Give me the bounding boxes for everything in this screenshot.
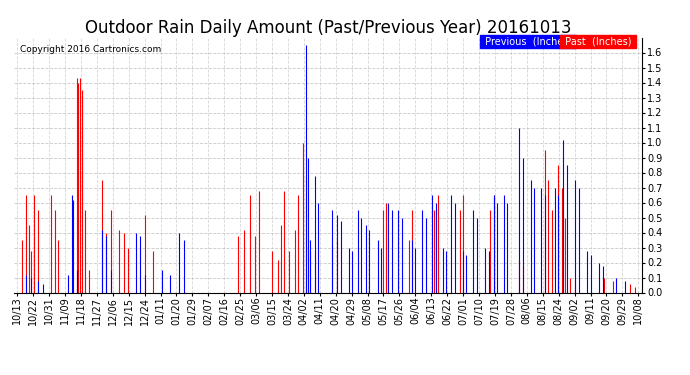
Title: Outdoor Rain Daily Amount (Past/Previous Year) 20161013: Outdoor Rain Daily Amount (Past/Previous…: [84, 20, 571, 38]
Text: Copyright 2016 Cartronics.com: Copyright 2016 Cartronics.com: [20, 45, 161, 54]
Text: Past  (Inches): Past (Inches): [562, 36, 635, 46]
Text: Previous  (Inches): Previous (Inches): [482, 36, 575, 46]
